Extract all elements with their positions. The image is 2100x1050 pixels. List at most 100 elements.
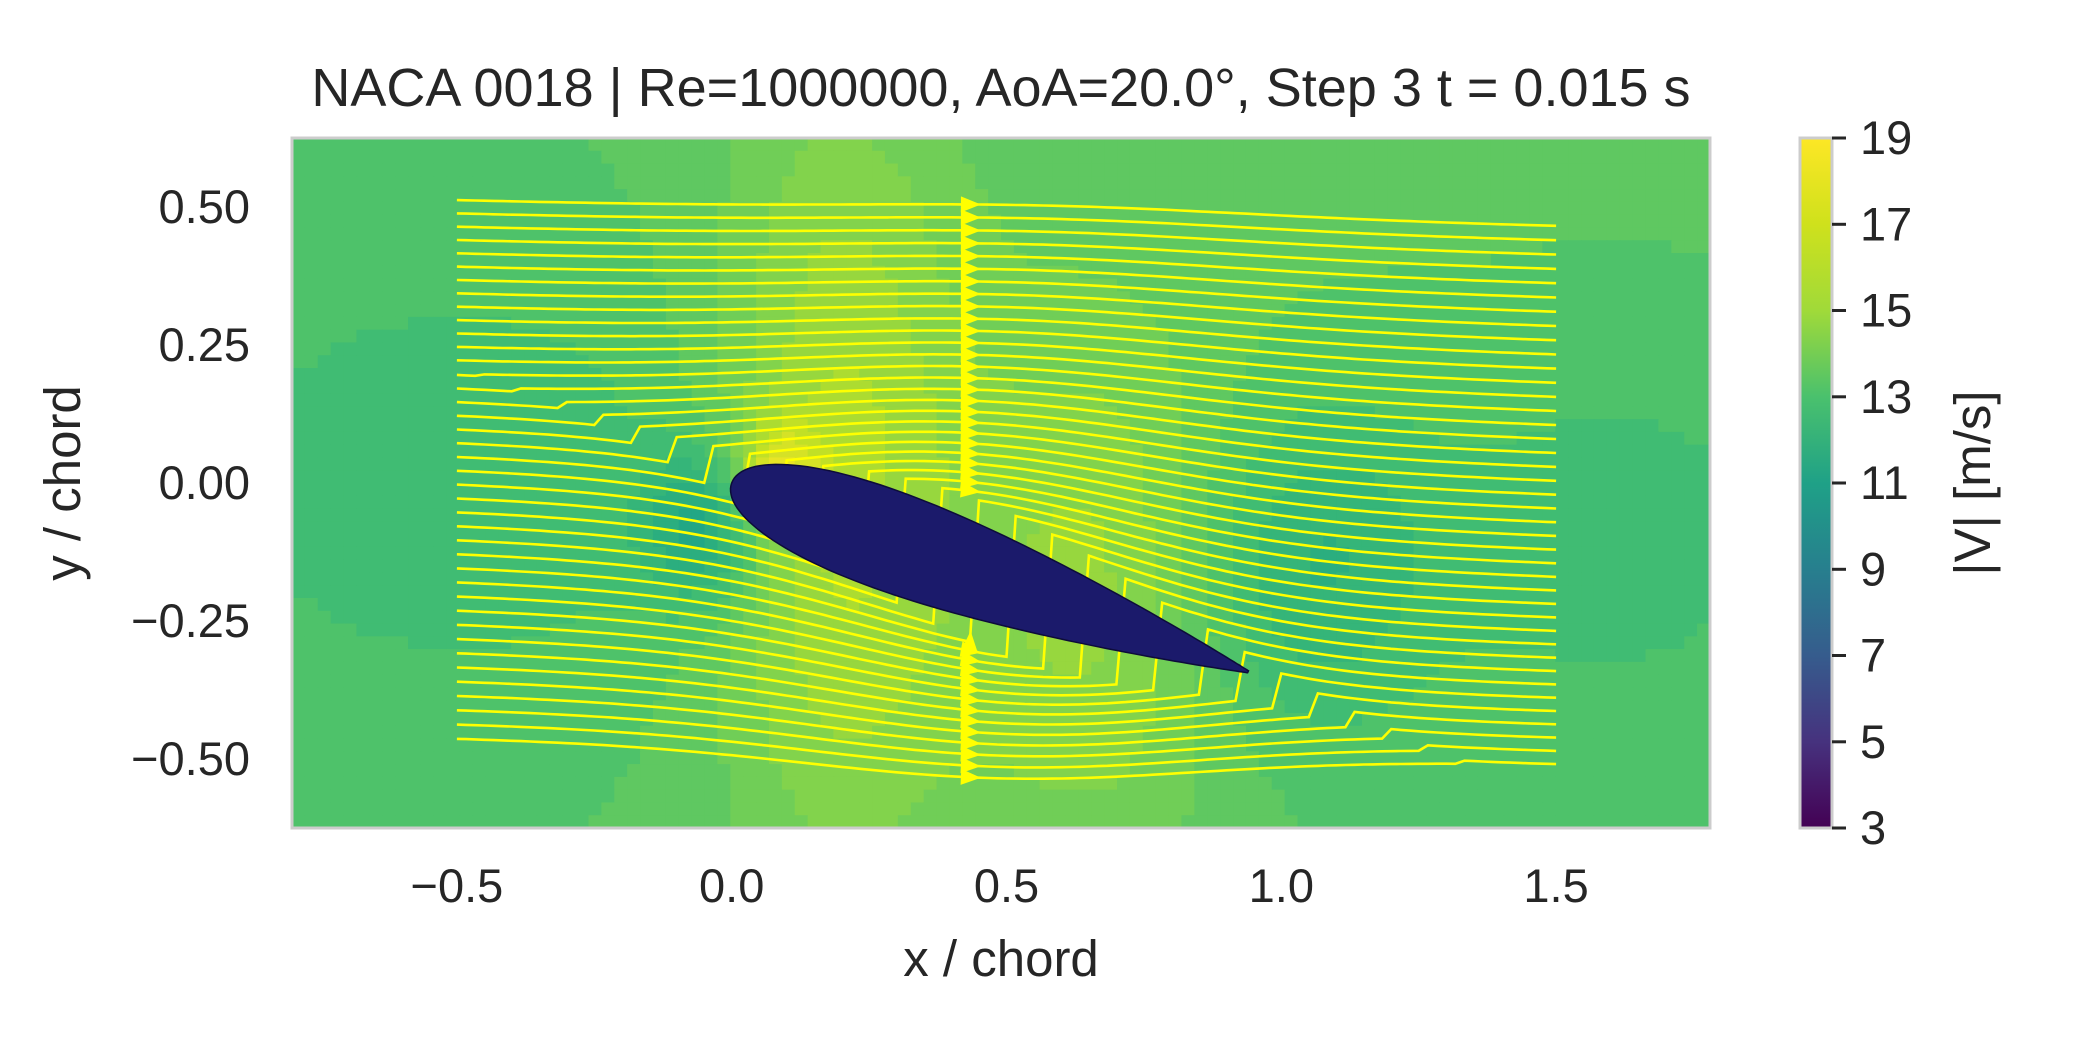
field-cell <box>446 623 461 637</box>
field-cell <box>317 253 332 267</box>
field-cell <box>485 265 499 280</box>
field-cell <box>1439 508 1453 522</box>
field-cell <box>343 559 358 574</box>
field-cell <box>1658 521 1672 535</box>
field-cell <box>292 240 306 254</box>
field-cell <box>562 189 577 203</box>
field-cell <box>1697 572 1710 586</box>
field-cell <box>317 368 332 382</box>
field-cell <box>304 368 319 382</box>
field-cell <box>562 649 577 663</box>
field-cell <box>1606 623 1621 637</box>
field-cell <box>472 329 486 344</box>
field-cell <box>1503 214 1518 229</box>
field-cell <box>1233 508 1247 522</box>
field-cell <box>1671 674 1685 689</box>
field-cell <box>1465 176 1479 190</box>
field-cell <box>1349 406 1363 420</box>
field-cell <box>369 227 383 241</box>
field-cell <box>756 138 770 152</box>
field-cell <box>1593 508 1608 522</box>
field-cell <box>1542 572 1556 586</box>
field-cell <box>1632 623 1647 637</box>
field-cell <box>872 329 886 344</box>
field-cell <box>433 572 448 586</box>
field-cell <box>511 329 525 344</box>
field-cell <box>446 661 461 676</box>
field-cell <box>395 393 409 407</box>
field-cell <box>317 316 332 331</box>
field-cell <box>756 150 770 165</box>
field-cell <box>794 572 809 586</box>
field-cell <box>549 546 564 561</box>
field-cell <box>304 240 319 254</box>
field-cell <box>317 483 332 497</box>
field-cell <box>923 316 938 331</box>
field-cell <box>1581 623 1595 637</box>
field-cell <box>1529 457 1544 471</box>
field-cell <box>1439 189 1453 203</box>
field-cell <box>614 546 628 561</box>
field-cell <box>962 176 976 190</box>
field-cell <box>292 278 306 292</box>
field-cell <box>884 150 899 165</box>
field-cell <box>343 431 358 446</box>
field-cell <box>1039 227 1054 241</box>
field-cell <box>369 687 383 701</box>
field-cell <box>1233 150 1247 165</box>
field-cell <box>420 585 435 599</box>
field-cell <box>1026 214 1041 229</box>
field-cell <box>485 304 499 318</box>
field-cell <box>369 598 383 612</box>
field-cell <box>1323 138 1337 152</box>
field-cell <box>1477 483 1492 497</box>
field-cell <box>292 470 306 484</box>
field-cell <box>1619 176 1634 190</box>
field-cell <box>1142 138 1157 152</box>
field-cell <box>730 227 744 241</box>
field-cell <box>1477 546 1492 561</box>
field-cell <box>1374 444 1389 459</box>
field-cell <box>1220 189 1234 203</box>
field-cell <box>1413 265 1427 280</box>
field-cell <box>420 240 435 254</box>
field-cell <box>872 176 886 190</box>
field-cell <box>304 316 319 331</box>
field-cell <box>743 150 757 165</box>
field-cell <box>1104 189 1118 203</box>
field-cell <box>1336 227 1350 241</box>
field-cell <box>781 380 796 395</box>
field-cell <box>1503 559 1518 574</box>
field-cell <box>1168 227 1183 241</box>
field-cell <box>382 431 396 446</box>
field-cell <box>1374 176 1389 190</box>
field-cell <box>1142 150 1157 165</box>
field-cell <box>652 201 667 216</box>
field-cell <box>1155 304 1170 318</box>
field-cell <box>988 176 1002 190</box>
field-cell <box>1658 508 1672 522</box>
field-cell <box>1439 278 1453 292</box>
field-cell <box>949 406 963 420</box>
field-cell <box>627 687 641 701</box>
field-cell <box>408 201 422 216</box>
field-cell <box>343 253 358 267</box>
field-cell <box>781 342 796 356</box>
field-cell <box>1245 419 1260 433</box>
field-cell <box>1323 700 1337 714</box>
field-cell <box>369 559 383 574</box>
field-cell <box>524 240 538 254</box>
field-cell <box>369 470 383 484</box>
field-cell <box>498 176 512 190</box>
field-cell <box>485 495 499 510</box>
field-cell <box>1529 163 1544 177</box>
field-cell <box>1374 163 1389 177</box>
field-cell <box>1207 176 1221 190</box>
field-cell <box>1542 444 1556 459</box>
field-cell <box>382 406 396 420</box>
field-cell <box>1233 189 1247 203</box>
field-cell <box>1490 687 1505 701</box>
field-cell <box>1671 138 1685 152</box>
field-cell <box>369 316 383 331</box>
field-cell <box>1503 674 1518 689</box>
